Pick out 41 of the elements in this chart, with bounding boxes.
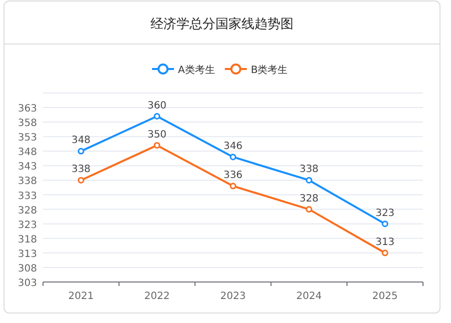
chart-title: 经济学总分国家线趋势图 [150, 16, 294, 32]
data-label: 323 [375, 208, 395, 219]
y-tick-label: 303 [18, 278, 37, 289]
y-tick-label: 333 [18, 190, 37, 202]
data-label: 348 [71, 135, 91, 146]
data-label: 336 [223, 170, 243, 182]
x-tick-label: 2021 [68, 291, 94, 302]
y-tick-label: 338 [18, 176, 37, 188]
legend-label: A类考生 [178, 64, 215, 76]
point [230, 154, 236, 160]
x-tick-label: 2025 [372, 291, 398, 302]
point [154, 113, 160, 120]
point [230, 182, 236, 190]
data-label: 346 [223, 140, 243, 152]
point [382, 250, 388, 256]
data-label: 338 [71, 164, 91, 176]
x-tick-label: 2022 [144, 291, 170, 302]
legend-label: B类考生 [250, 64, 288, 76]
y-tick-label: 313 [18, 248, 37, 260]
data-label: 313 [375, 236, 395, 248]
y-tick-label: 353 [18, 132, 37, 144]
point [78, 148, 84, 154]
y-tick-label: 343 [18, 162, 37, 173]
x-tick-label: 2023 [220, 291, 246, 302]
y-tick-label: 323 [18, 220, 37, 231]
data-label: 350 [147, 129, 167, 140]
y-tick-label: 308 [18, 263, 37, 274]
point [306, 176, 312, 184]
data-label: 328 [299, 193, 319, 204]
x-tick-label: 2024 [296, 291, 322, 302]
y-tick-label: 348 [18, 147, 37, 158]
y-tick-label: 358 [18, 118, 37, 130]
data-label: 338 [299, 164, 319, 176]
point [154, 142, 160, 149]
point [382, 220, 388, 228]
y-tick-label: 328 [18, 205, 37, 216]
point [78, 176, 84, 184]
point [306, 206, 312, 213]
y-tick-label: 363 [18, 104, 37, 115]
y-tick-label: 318 [18, 234, 37, 246]
data-label: 360 [147, 100, 167, 112]
